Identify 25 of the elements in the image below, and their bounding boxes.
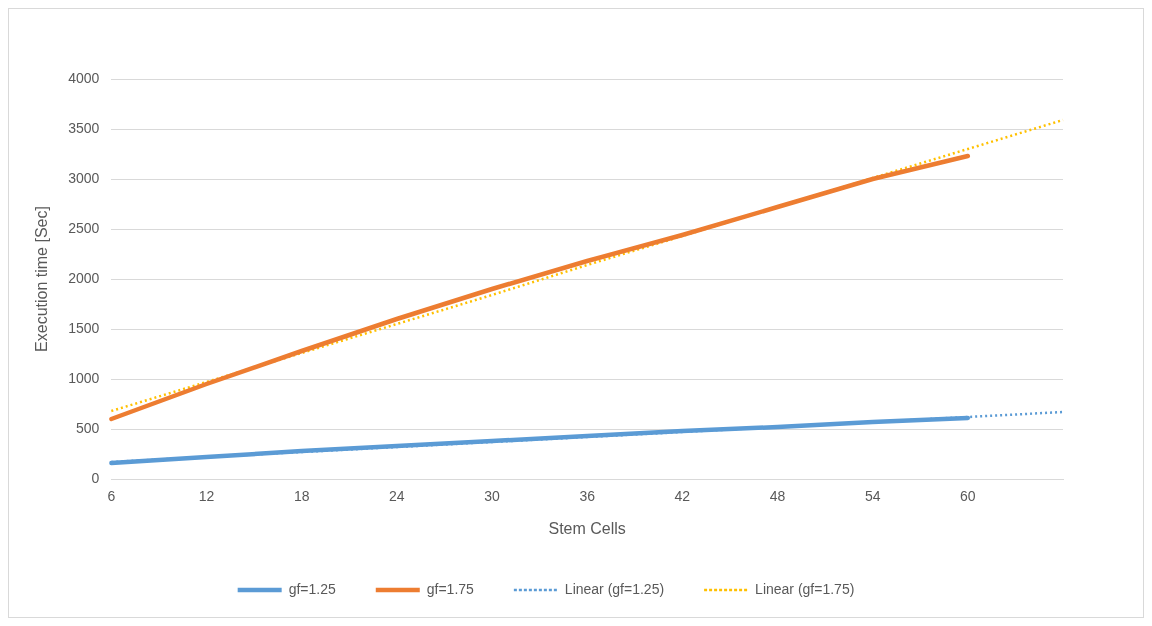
x-tick-label: 48 (769, 488, 786, 505)
y-axis-title: Execution time [Sec] (33, 206, 51, 352)
x-tick-label: 24 (389, 488, 405, 505)
x-tick-label: 54 (864, 488, 881, 505)
y-tick-label: 4000 (68, 69, 100, 86)
x-axis-title: Stem Cells (548, 519, 626, 537)
y-tick-label: 3000 (68, 169, 100, 186)
x-tick-label: 42 (674, 488, 691, 505)
x-tick-label: 60 (960, 488, 976, 505)
y-tick-label: 2000 (68, 269, 100, 286)
y-tick-label: 0 (91, 469, 100, 486)
x-tick-label: 18 (293, 488, 310, 505)
y-tick-label: 500 (75, 419, 100, 436)
x-tick-label: 36 (579, 488, 596, 505)
y-tick-label: 1500 (68, 319, 100, 336)
legend-label: gf=1.25 (288, 580, 336, 597)
x-tick-label: 30 (484, 488, 500, 505)
legend-label: Linear (gf=1.25) (564, 580, 665, 597)
y-tick-label: 1000 (68, 369, 100, 386)
legend-label: gf=1.75 (426, 580, 475, 597)
legend-label: Linear (gf=1.75) (755, 580, 855, 597)
y-tick-label: 2500 (68, 219, 100, 236)
x-tick-label: 12 (198, 488, 215, 505)
x-tick-label: 6 (107, 488, 116, 505)
y-tick-label: 3500 (68, 119, 100, 136)
